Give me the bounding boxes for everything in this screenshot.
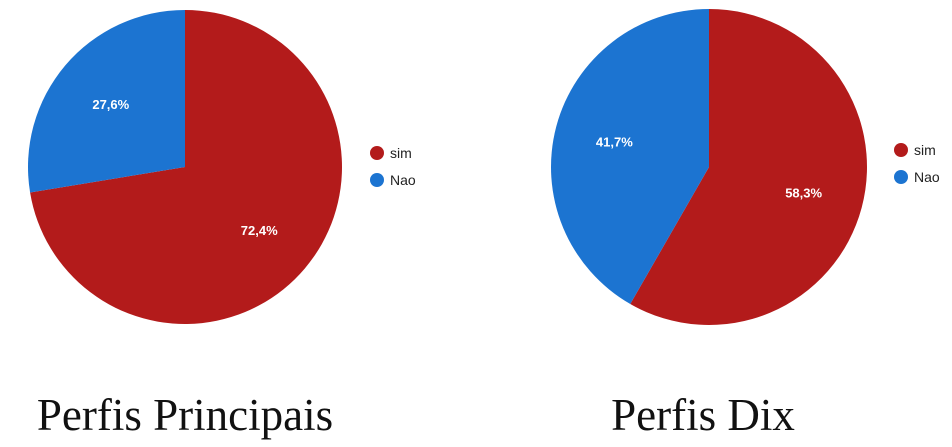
pie-slices: 58,3% 41,7% <box>551 9 867 326</box>
pie-chart-perfis-dix: 58,3% 41,7% sim Nao Perfis Dix <box>551 9 940 440</box>
legend-swatch-nao <box>370 173 384 187</box>
legend-swatch-sim <box>894 143 908 157</box>
legend-swatch-nao <box>894 170 908 184</box>
slice-value-label: 72,4% <box>241 223 278 238</box>
pie-slice-nao <box>551 9 709 304</box>
slice-value-label: 27,6% <box>92 97 129 112</box>
slice-value-label: 41,7% <box>596 135 633 150</box>
legend-label-nao: Nao <box>914 169 940 185</box>
legend-label-sim: sim <box>914 142 936 158</box>
legend-label-sim: sim <box>390 145 412 161</box>
chart-legend: sim Nao <box>894 142 940 185</box>
legend-label-nao: Nao <box>390 172 416 188</box>
slice-value-label: 58,3% <box>785 185 822 200</box>
pie-chart-perfis-principais: 72,4% 27,6% sim Nao Perfis Principais <box>27 10 416 440</box>
chart-caption: Perfis Principais <box>37 390 333 440</box>
pie-slice-nao <box>27 10 185 193</box>
chart-caption: Perfis Dix <box>611 390 795 440</box>
pie-slice-sim <box>30 10 343 324</box>
pie-slice-sim <box>630 9 867 326</box>
chart-legend: sim Nao <box>370 145 416 188</box>
pie-slices: 72,4% 27,6% <box>27 10 343 324</box>
legend-swatch-sim <box>370 146 384 160</box>
